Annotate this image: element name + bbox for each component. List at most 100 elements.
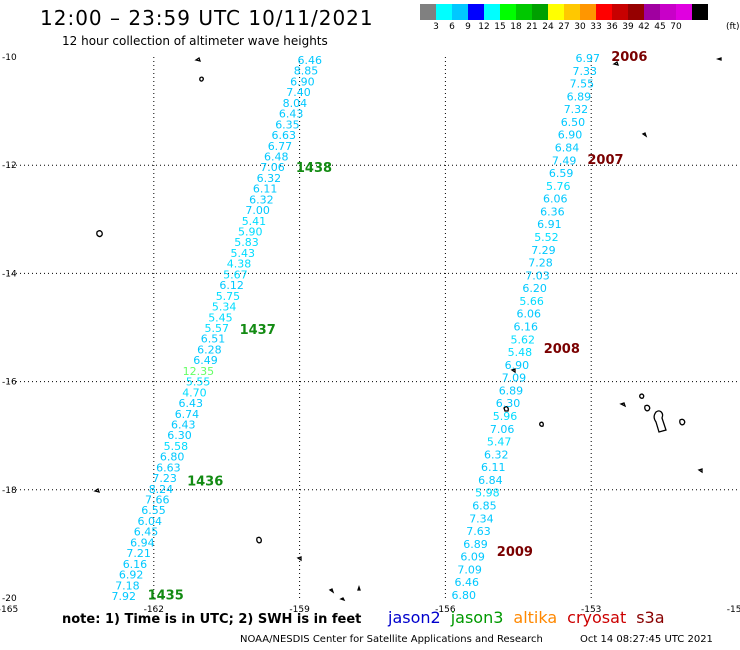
legend-tick: 6 [449,22,455,32]
wave-height-value: 6.43 [279,108,304,121]
wave-height-value: 7.40 [286,86,311,99]
wave-height-value: 5.76 [546,180,571,193]
pass-label: 2006 [611,50,647,65]
wave-height-value: 5.90 [238,226,263,239]
wave-height-value: 6.11 [481,461,506,474]
wave-height-value: 6.46 [298,54,323,67]
wave-height-value: 12.35 [183,365,215,378]
longitude-label: -156 [435,605,456,615]
wave-height-value: 7.49 [552,154,577,167]
island [357,584,361,591]
pass-labels: 1438 1437 1436 1435 2006 2007 2008 2009 [148,50,648,603]
island [653,410,667,433]
wave-height-value: 6.97 [576,52,601,65]
wave-height-value: 5.41 [242,215,267,228]
wave-height-value: 7.09 [457,563,482,576]
lat-lon-grid [8,57,737,598]
legend-tick: 36 [606,22,618,32]
wave-height-value: 7.63 [466,525,491,538]
legend-swatch [692,4,708,20]
wave-height-value: 6.16 [123,558,148,571]
wave-height-value: 6.06 [543,193,568,206]
wave-height-value: 6.89 [499,384,524,397]
wave-height-value: 6.32 [249,193,274,206]
pass-label: 1435 [148,588,184,603]
wave-height-value: 8.24 [149,483,174,496]
wave-height-value: 5.34 [212,301,237,314]
wave-height-value: 7.18 [115,579,140,592]
wave-height-value: 6.77 [268,140,293,153]
wave-height-value: 6.92 [119,569,144,582]
island [93,487,100,493]
latitude-label: -18 [2,486,17,496]
island [328,588,335,594]
wave-height-value: 6.90 [505,359,530,372]
legend-swatch [516,4,532,20]
wave-height-value: 6.11 [253,183,278,196]
wave-height-value: 5.83 [234,236,259,249]
legend-swatch [580,4,596,20]
legend-swatch [452,4,468,20]
wave-height-value: 6.94 [130,536,155,549]
island [510,368,516,374]
wave-height-value: 6.30 [167,429,192,442]
wave-height-value: 5.96 [493,410,518,423]
wave-height-value: 7.32 [564,103,589,116]
timestamp: Oct 14 08:27:45 UTC 2021 [580,634,713,645]
legend-unit: (ft) [726,22,740,32]
legend-swatch [500,4,516,20]
legend-swatch [436,4,452,20]
wave-height-value: 6.32 [257,172,282,185]
wave-height-value: 6.45 [134,526,159,539]
wave-height-value: 6.06 [517,308,542,321]
wave-height-value: 6.43 [171,419,196,432]
wave-height-value: 6.85 [472,500,497,513]
wave-height-value: 7.06 [490,423,515,436]
latitude-label: -12 [2,161,17,171]
legend-swatch [596,4,612,20]
wave-height-value: 5.45 [208,311,233,324]
wave-height-value: 5.48 [508,346,533,359]
island [639,393,645,399]
credit-line: NOAA/NESDIS Center for Satellite Applica… [240,634,543,645]
wave-height-value: 6.90 [558,129,583,142]
wave-height-value: 8.85 [294,65,319,78]
wave-height-value: 7.03 [525,269,550,282]
legend-swatch [660,4,676,20]
longitude-label: -165 [0,605,18,615]
wave-height-value: 8.04 [283,97,308,110]
pass-label: 2009 [497,545,533,560]
island [612,60,619,66]
island-outlines [93,56,722,602]
pass-label: 1438 [296,161,332,176]
satellite-name: s3a [636,608,665,627]
pass-label: 1436 [187,475,223,490]
island [96,230,103,238]
wave-height-value: 5.62 [511,333,536,346]
wave-height-value: 7.09 [502,372,527,385]
latitude-label: -20 [2,594,17,604]
wave-height-value: 6.09 [460,551,485,564]
island [641,132,648,138]
wave-height-value: 6.84 [478,474,503,487]
wave-height-value: 6.36 [540,205,565,218]
satellite-name: cryosat [567,608,627,627]
wave-height-value: 7.29 [531,244,556,257]
wave-height-value: 7.55 [570,78,595,91]
island [539,421,544,427]
wave-height-value: 4.70 [182,386,207,399]
wave-height-value: 5.55 [186,376,211,389]
island [697,468,703,474]
legend-ticks: (ft) 3 6 9 12 15 18 21 24 27 30 33 36 39 42 45 70 [420,20,739,32]
legend-tick: 45 [654,22,666,32]
island [715,57,722,61]
satellite-name: altika [513,608,558,627]
pass-label: 2008 [544,342,580,357]
wave-height-value: 5.43 [231,247,256,260]
island [199,76,204,82]
wave-height-value: 7.23 [152,472,177,485]
legend-tick: 24 [542,22,554,32]
color-legend: (ft) 3 6 9 12 15 18 21 24 27 30 33 36 39 42 45 70 [420,4,740,32]
island [619,402,627,408]
